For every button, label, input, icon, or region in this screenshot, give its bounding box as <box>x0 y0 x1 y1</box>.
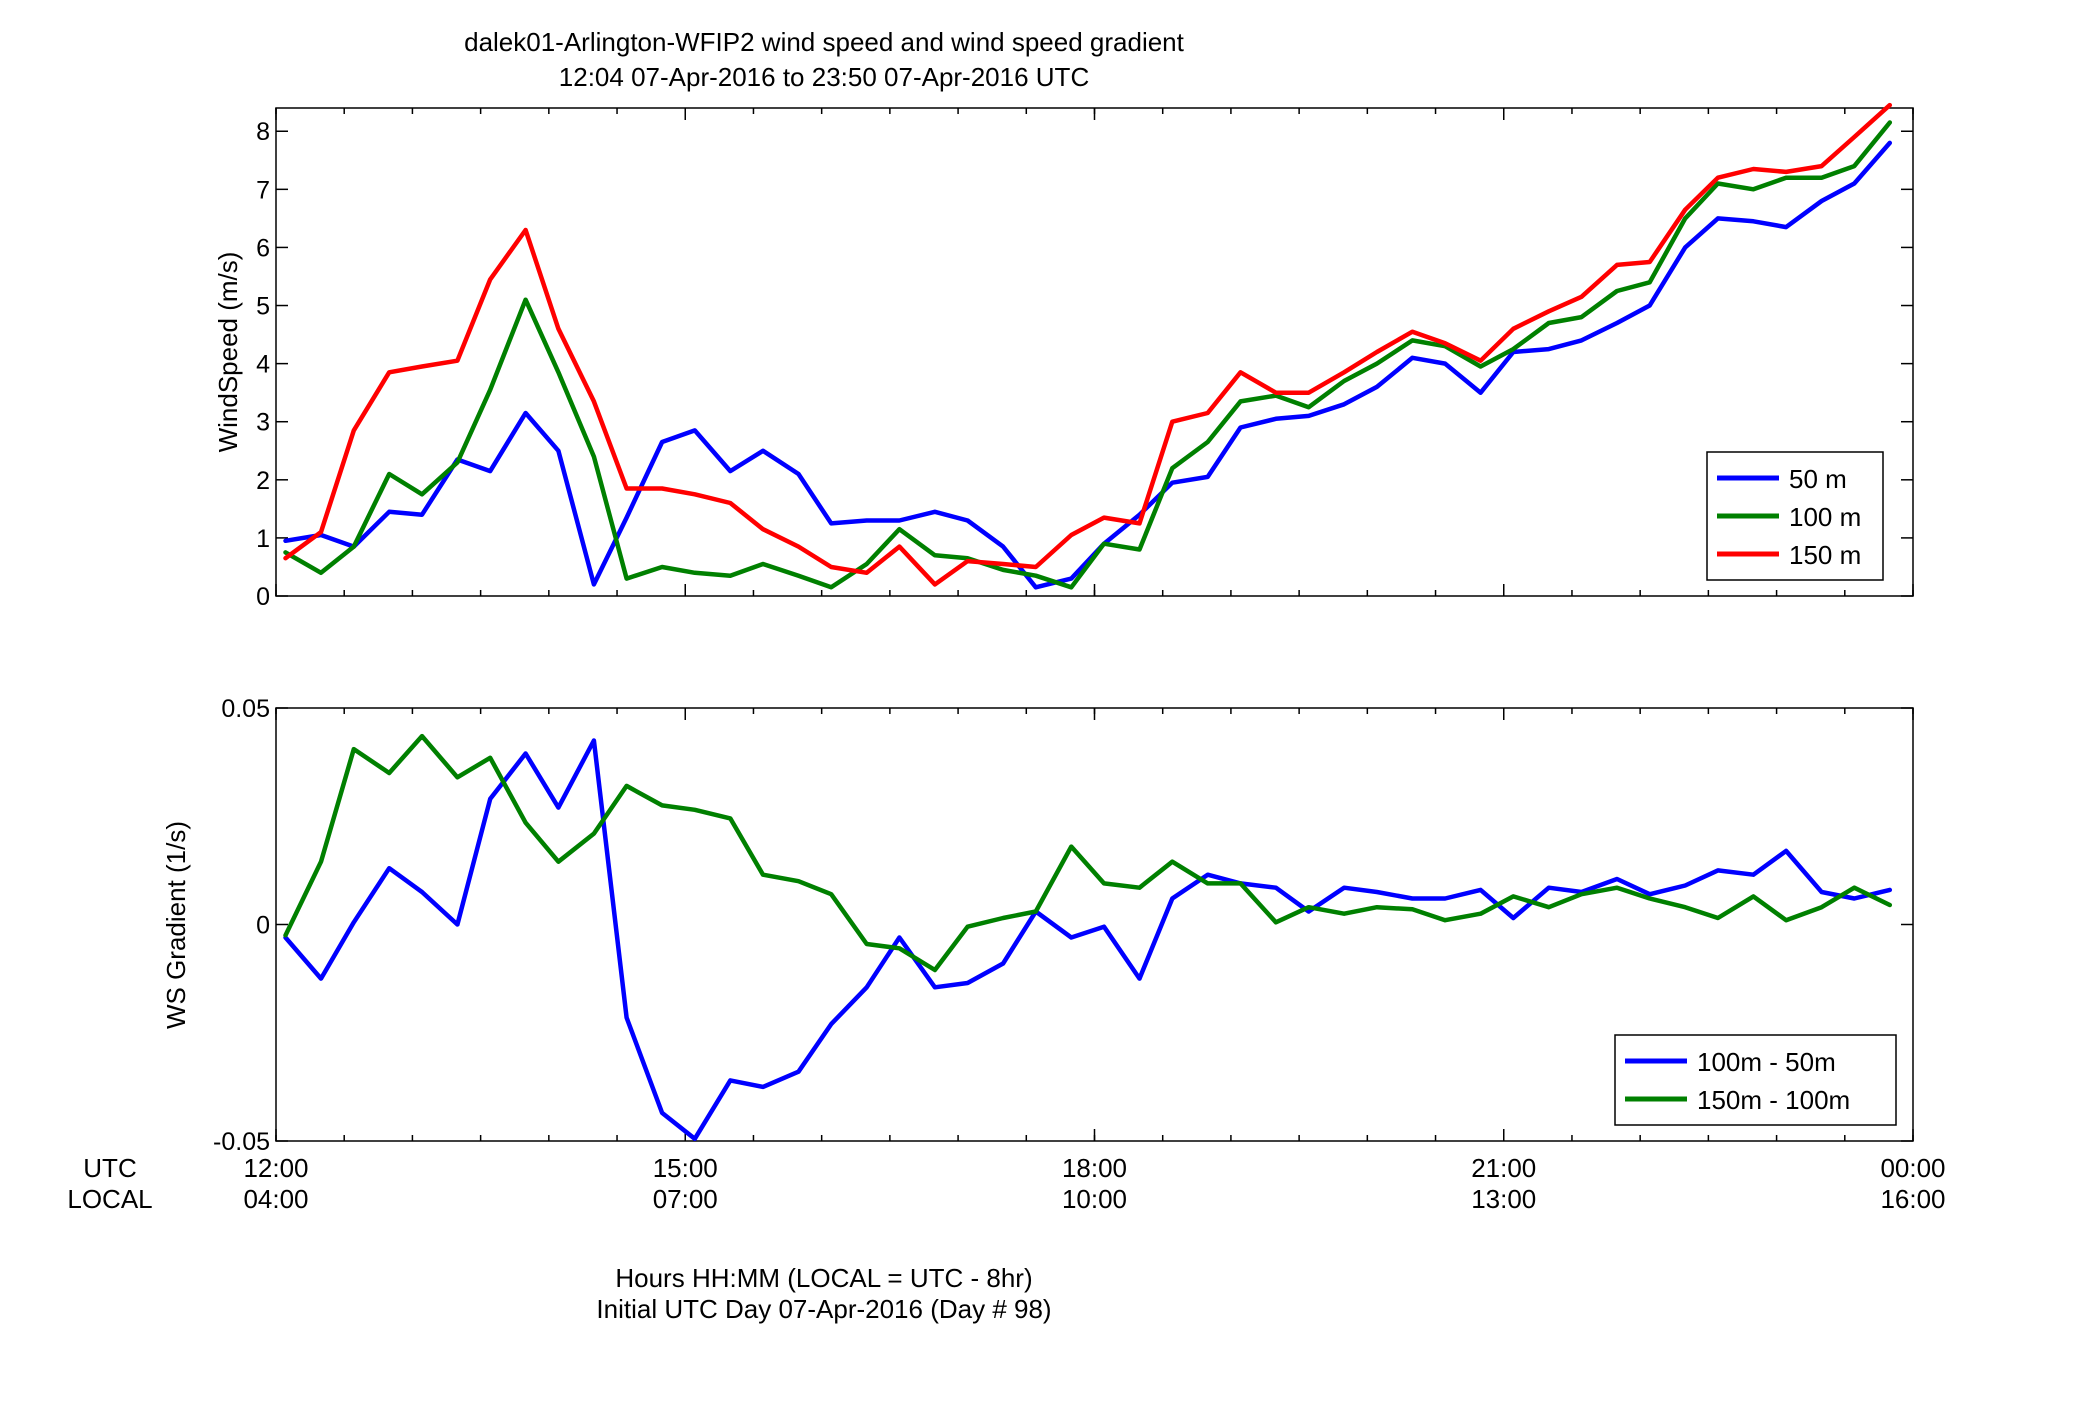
windspeed-y-tick-label: 7 <box>256 176 270 204</box>
gradient-y-tick-label: 0.05 <box>221 695 270 723</box>
windspeed-y-tick-label: 3 <box>256 409 270 437</box>
gradient-y-tick-label: -0.05 <box>213 1128 270 1156</box>
x-tick-label-utc: 00:00 <box>1880 1153 1945 1183</box>
chart-title: dalek01-Arlington-WFIP2 wind speed and w… <box>464 27 1185 57</box>
x-tick-label-utc: 21:00 <box>1471 1153 1536 1183</box>
x-axis-label-line2: Initial UTC Day 07-Apr-2016 (Day # 98) <box>596 1294 1051 1324</box>
gradient-legend-label: 150m - 100m <box>1697 1085 1850 1115</box>
x-tick-label-utc: 15:00 <box>653 1153 718 1183</box>
windspeed-y-tick-label: 4 <box>256 351 270 379</box>
x-axis-label-line1: Hours HH:MM (LOCAL = UTC - 8hr) <box>615 1263 1032 1293</box>
windspeed-y-axis-label: WindSpeed (m/s) <box>213 252 243 453</box>
windspeed-legend-label: 100 m <box>1789 502 1861 532</box>
windspeed-series-line-3 <box>283 102 1893 587</box>
x-tick-label-utc: 18:00 <box>1062 1153 1127 1183</box>
windspeed-y-tick-label: 2 <box>256 467 270 495</box>
windspeed-y-tick-label: 6 <box>256 234 270 262</box>
gradient-series-line-2 <box>283 733 1893 973</box>
windspeed-y-tick-label: 1 <box>256 525 270 553</box>
x-tick-label-local: 10:00 <box>1062 1184 1127 1214</box>
windspeed-y-tick-label: 0 <box>256 583 270 611</box>
x-tick-label-local: 13:00 <box>1471 1184 1536 1214</box>
windspeed-plot: 0 1 2 3 4 5 6 7 8 50 m 100 m 150 m <box>256 102 1914 611</box>
x-tick-label-utc: 12:00 <box>243 1153 308 1183</box>
gradient-legend <box>1614 1034 1897 1126</box>
windspeed-y-tick-label: 5 <box>256 293 270 321</box>
x-tick-label-local: 07:00 <box>653 1184 718 1214</box>
windspeed-y-tick-label: 8 <box>256 118 270 146</box>
windspeed-series-line-1 <box>283 140 1893 590</box>
utc-row-label: UTC <box>83 1153 136 1183</box>
gradient-y-tick-label: 0 <box>256 912 270 940</box>
x-tick-label-local: 16:00 <box>1880 1184 1945 1214</box>
gradient-plot: -0.05 0 0.05 100m - 50m 150m - 100m <box>213 695 1914 1156</box>
gradient-y-axis-label: WS Gradient (1/s) <box>161 821 191 1029</box>
windspeed-legend-label: 150 m <box>1789 540 1861 570</box>
chart-subtitle: 12:04 07-Apr-2016 to 23:50 07-Apr-2016 U… <box>559 62 1089 92</box>
local-row-label: LOCAL <box>67 1184 152 1214</box>
windspeed-series-line-2 <box>283 120 1893 590</box>
windspeed-legend-label: 50 m <box>1789 464 1847 494</box>
gradient-legend-label: 100m - 50m <box>1697 1047 1836 1077</box>
gradient-series-line-1 <box>283 738 1893 1142</box>
x-tick-label-local: 04:00 <box>243 1184 308 1214</box>
